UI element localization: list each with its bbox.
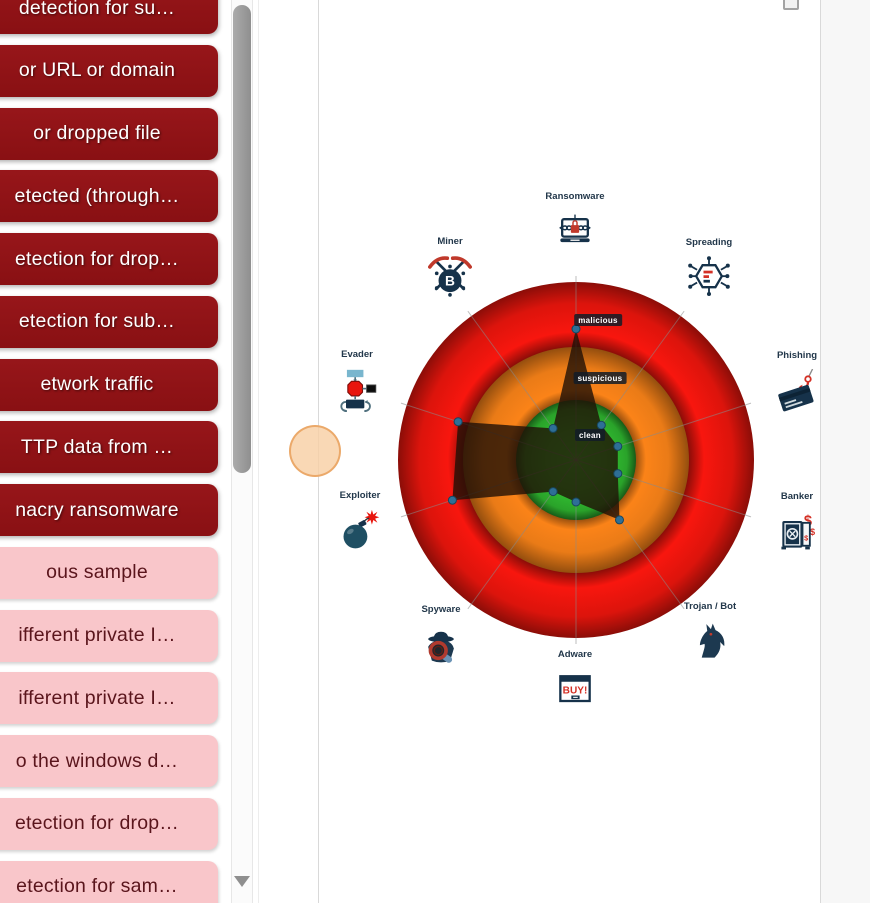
signature-button[interactable]: nacry ransomware xyxy=(0,484,218,536)
category-label: Spreading xyxy=(685,237,733,248)
classification-radar-chart xyxy=(398,276,754,644)
click-indicator xyxy=(289,425,341,477)
signature-button[interactable]: etected (through… xyxy=(0,170,218,223)
category-label: Exploiter xyxy=(339,490,381,501)
adware-icon: BUY! xyxy=(559,675,591,703)
signature-button[interactable]: etection for sub… xyxy=(0,295,218,348)
svg-text:$: $ xyxy=(810,527,815,537)
phishing-icon xyxy=(778,369,814,412)
ring-label-malicious: malicious xyxy=(574,314,622,326)
signature-button[interactable]: etection for drop… xyxy=(0,233,218,285)
category-evader: Evader xyxy=(309,349,405,412)
category-miner: Miner B xyxy=(402,236,498,299)
category-banker: Banker $ $ $ xyxy=(749,491,845,554)
evader-icon xyxy=(340,369,377,412)
spyware-icon xyxy=(428,631,454,663)
category-label: Adware xyxy=(557,649,593,660)
miner-icon: B xyxy=(428,256,472,297)
signature-button[interactable]: TTP data from … xyxy=(0,421,218,474)
category-trojan-bot: Trojan / Bot xyxy=(662,601,758,664)
category-label: Banker xyxy=(780,491,814,502)
signature-button[interactable]: etwork traffic xyxy=(0,358,218,411)
signature-button[interactable]: ifferent private I… xyxy=(0,672,218,725)
signature-button[interactable]: or URL or domain xyxy=(0,44,218,97)
category-spyware: Spyware xyxy=(393,604,489,667)
category-ransomware: Ransomware xyxy=(527,191,623,254)
category-phishing: Phishing xyxy=(749,350,845,413)
sidebar-scrollbar[interactable] xyxy=(231,0,253,903)
svg-text:BUY!: BUY! xyxy=(563,686,588,697)
signature-button[interactable]: ous sample xyxy=(0,546,218,599)
scrollbar-thumb[interactable] xyxy=(233,5,251,473)
signature-button[interactable]: etection for sam… xyxy=(0,860,218,903)
signature-button[interactable]: o the windows d… xyxy=(0,735,218,787)
exploiter-icon xyxy=(343,509,380,549)
right-gutter xyxy=(821,0,870,903)
signature-button[interactable]: detection for su… xyxy=(0,0,218,34)
svg-text:$: $ xyxy=(804,533,808,542)
category-spreading: Spreading xyxy=(661,237,757,300)
svg-text:$: $ xyxy=(804,514,812,530)
signature-button[interactable]: ifferent private I… xyxy=(0,609,218,662)
expand-button[interactable] xyxy=(783,0,799,10)
scroll-down-arrow-icon[interactable] xyxy=(234,876,250,887)
ransomware-icon xyxy=(559,214,591,243)
classification-chart-panel xyxy=(318,0,821,903)
spreading-icon xyxy=(688,256,730,297)
trojan-bot-icon xyxy=(699,623,725,658)
signature-button[interactable]: or dropped file xyxy=(0,107,218,160)
category-label: Phishing xyxy=(776,350,818,361)
sidebar-divider xyxy=(258,0,259,903)
category-exploiter: Exploiter xyxy=(312,490,408,553)
banker-icon: $ $ $ xyxy=(781,514,815,550)
category-label: Ransomware xyxy=(545,191,605,202)
ring-label-suspicious: suspicious xyxy=(573,372,627,384)
category-adware: Adware BUY! xyxy=(527,649,623,712)
category-label: Trojan / Bot xyxy=(683,601,737,612)
svg-text:B: B xyxy=(445,274,455,289)
ring-label-clean: clean xyxy=(575,429,605,441)
signature-button[interactable]: etection for drop… xyxy=(0,797,218,850)
category-label: Evader xyxy=(341,349,373,360)
category-label: Spyware xyxy=(421,604,461,615)
category-label: Miner xyxy=(437,236,463,247)
